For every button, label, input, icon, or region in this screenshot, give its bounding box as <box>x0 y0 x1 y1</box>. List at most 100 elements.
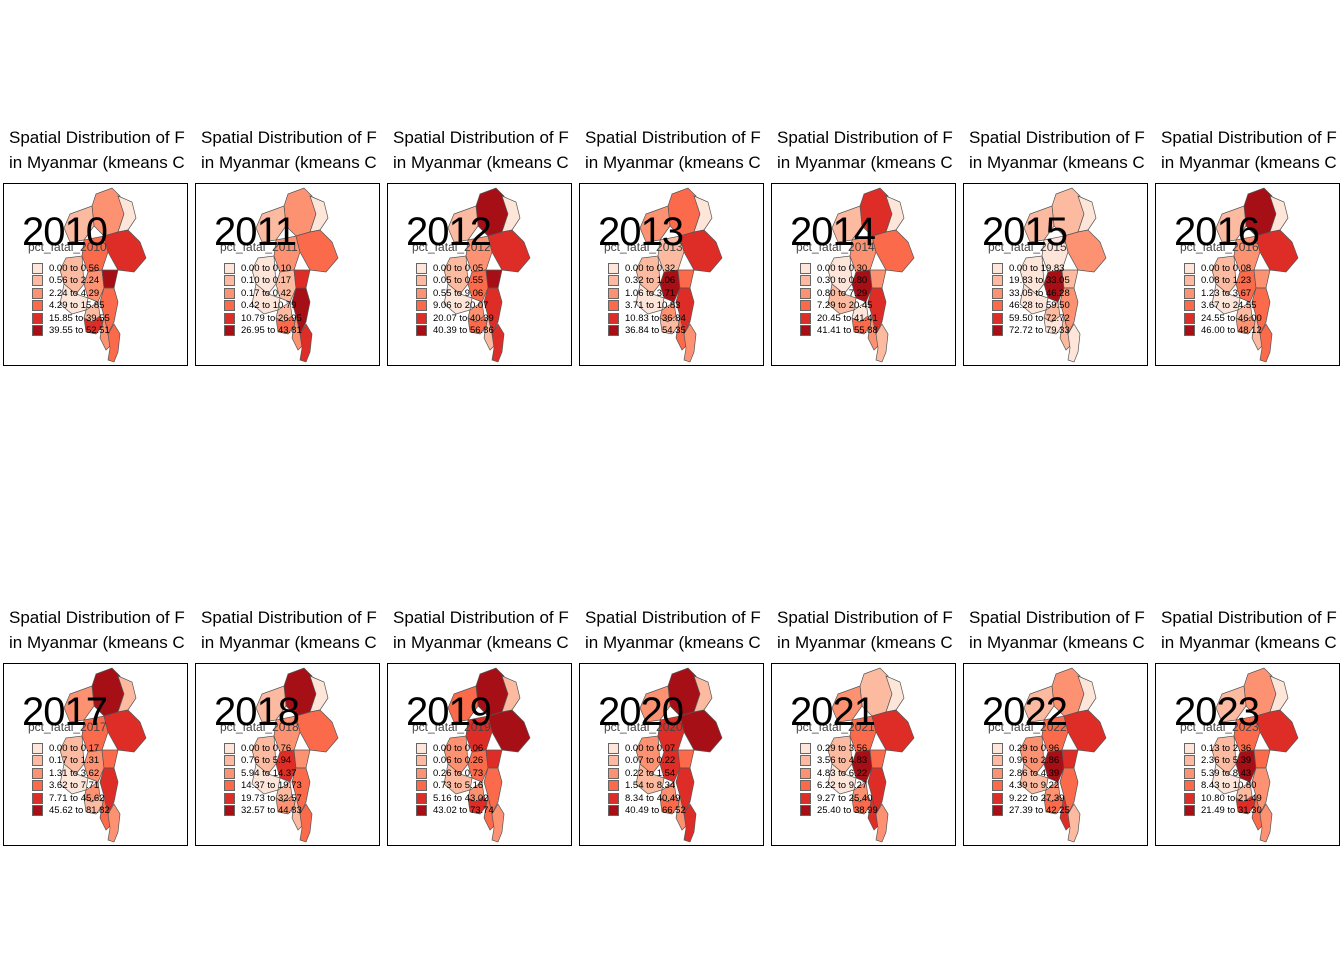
legend-item: 20.07 to 40.39 <box>416 312 494 325</box>
myanmar-map <box>443 187 531 363</box>
legend-swatch <box>800 767 811 779</box>
legend-swatch <box>992 792 1003 804</box>
map-panel: Spatial Distribution of F in Myanmar (km… <box>579 125 765 366</box>
legend-item: 0.17 to 1.31 <box>32 755 110 768</box>
region-shape <box>99 767 119 816</box>
region-shape <box>295 229 339 273</box>
region-shape <box>1059 767 1079 816</box>
legend-item: 9.06 to 20.07 <box>416 300 494 313</box>
legend-item: 0.00 to 0.10 <box>224 262 302 275</box>
panel-title-line-2: in Myanmar (kmeans C <box>969 633 1145 652</box>
map-frame: pct_fatal_2021 0.29 to 3.56 3.56 to 4.83 4… <box>771 663 956 846</box>
legend-swatch <box>608 792 619 804</box>
myanmar-map <box>635 187 723 363</box>
legend-swatch <box>800 300 811 312</box>
legend-item: 45.62 to 81.82 <box>32 805 110 818</box>
legend-swatch <box>800 742 811 754</box>
legend-label: 0.00 to 19.83 <box>1009 262 1065 274</box>
legend-label: 4.39 to 9.22 <box>1009 780 1060 792</box>
legend-label: 8.34 to 40.49 <box>625 792 681 804</box>
legend-item: 10.83 to 36.84 <box>608 312 686 325</box>
legend-item: 0.00 to 0.08 <box>1184 262 1262 275</box>
map-panel: Spatial Distribution of F in Myanmar (km… <box>195 125 381 366</box>
legend-swatch <box>800 287 811 299</box>
legend-swatch <box>32 287 43 299</box>
legend-item: 0.08 to 1.23 <box>1184 275 1262 288</box>
legend-swatch <box>416 742 427 754</box>
year-label: 2010 <box>22 210 108 254</box>
year-label: 2020 <box>598 690 684 734</box>
legend-label: 6.22 to 9.27 <box>817 780 868 792</box>
legend-swatch <box>992 325 1003 337</box>
map-frame: pct_fatal_2023 0.13 to 2.36 2.36 to 5.39 5… <box>1155 663 1340 846</box>
legend-title: pct_fatal_2022 <box>988 720 1067 734</box>
legend-item: 5.94 to 14.37 <box>224 767 302 780</box>
legend-title: pct_fatal_2014 <box>796 240 875 254</box>
legend-swatch <box>1184 275 1195 287</box>
map-panel: Spatial Distribution of F in Myanmar (km… <box>387 605 573 846</box>
legend: 0.00 to 0.06 0.06 to 0.26 0.26 to 0.73 0.73… <box>416 742 494 817</box>
panel-title-line-2: in Myanmar (kmeans C <box>393 633 569 652</box>
legend-label: 7.29 to 20.45 <box>817 300 873 312</box>
map-panel: Spatial Distribution of F in Myanmar (km… <box>1155 605 1341 846</box>
panel-title-line-1: Spatial Distribution of F <box>585 128 761 147</box>
legend-item: 0.00 to 0.56 <box>32 262 110 275</box>
legend-label: 25.40 to 38.99 <box>817 805 878 817</box>
legend-swatch <box>992 767 1003 779</box>
legend-label: 32.57 to 44.83 <box>241 805 302 817</box>
map-frame: pct_fatal_2011 0.00 to 0.10 0.10 to 0.17 0… <box>195 183 380 366</box>
legend-item: 8.34 to 40.49 <box>608 792 686 805</box>
legend-label: 4.83 to 6.22 <box>817 767 868 779</box>
legend-item: 0.00 to 0.32 <box>608 262 686 275</box>
legend-label: 72.72 to 79.33 <box>1009 325 1070 337</box>
map-frame: pct_fatal_2017 0.00 to 0.17 0.17 to 1.31 1… <box>3 663 188 846</box>
legend-swatch <box>800 325 811 337</box>
legend-label: 0.10 to 0.17 <box>241 275 292 287</box>
legend-item: 9.27 to 25.40 <box>800 792 878 805</box>
legend-swatch <box>992 805 1003 817</box>
panel-title-line-1: Spatial Distribution of F <box>201 608 377 627</box>
legend-swatch <box>992 742 1003 754</box>
map-panel: Spatial Distribution of F in Myanmar (km… <box>771 125 957 366</box>
legend-swatch <box>32 312 43 324</box>
region-shape <box>1063 229 1107 273</box>
legend-label: 0.80 to 7.29 <box>817 287 868 299</box>
legend-label: 0.00 to 0.30 <box>817 262 868 274</box>
legend-swatch <box>608 262 619 274</box>
legend-label: 4.29 to 15.85 <box>49 300 105 312</box>
region-shape <box>295 709 339 753</box>
legend-swatch <box>224 805 235 817</box>
legend-swatch <box>1184 755 1195 767</box>
panel-title-line-2: in Myanmar (kmeans C <box>1161 633 1337 652</box>
legend-item: 3.62 to 7.71 <box>32 780 110 793</box>
legend-item: 43.02 to 73.74 <box>416 805 494 818</box>
map-frame: pct_fatal_2022 0.29 to 0.96 0.96 to 2.86 2… <box>963 663 1148 846</box>
legend-title: pct_fatal_2016 <box>1180 240 1259 254</box>
myanmar-map <box>59 667 147 843</box>
legend-label: 59.50 to 72.72 <box>1009 312 1070 324</box>
panel-title-line-1: Spatial Distribution of F <box>969 128 1145 147</box>
region-shape <box>875 323 889 363</box>
legend-label: 10.83 to 36.84 <box>625 312 686 324</box>
panel-title-line-1: Spatial Distribution of F <box>777 608 953 627</box>
map-frame: pct_fatal_2012 0.00 to 0.05 0.05 to 0.55 0… <box>387 183 572 366</box>
legend-label: 0.00 to 0.08 <box>1201 262 1252 274</box>
legend-swatch <box>224 300 235 312</box>
year-label: 2011 <box>214 210 297 254</box>
panel-title-line-2: in Myanmar (kmeans C <box>969 153 1145 172</box>
legend-swatch <box>224 275 235 287</box>
legend-item: 1.54 to 8.34 <box>608 780 686 793</box>
panel-title-line-1: Spatial Distribution of F <box>777 128 953 147</box>
legend-swatch <box>416 287 427 299</box>
panel-title: Spatial Distribution of F in Myanmar (km… <box>1161 125 1341 175</box>
legend-swatch <box>992 755 1003 767</box>
year-label: 2012 <box>406 210 492 254</box>
legend-label: 10.80 to 21.49 <box>1201 792 1262 804</box>
myanmar-map <box>1019 187 1107 363</box>
legend-swatch <box>800 262 811 274</box>
legend-swatch <box>608 755 619 767</box>
legend-label: 5.39 to 8.43 <box>1201 767 1252 779</box>
legend-item: 6.22 to 9.27 <box>800 780 878 793</box>
map-frame: pct_fatal_2016 0.00 to 0.08 0.08 to 1.23 1… <box>1155 183 1340 366</box>
legend-swatch <box>32 805 43 817</box>
